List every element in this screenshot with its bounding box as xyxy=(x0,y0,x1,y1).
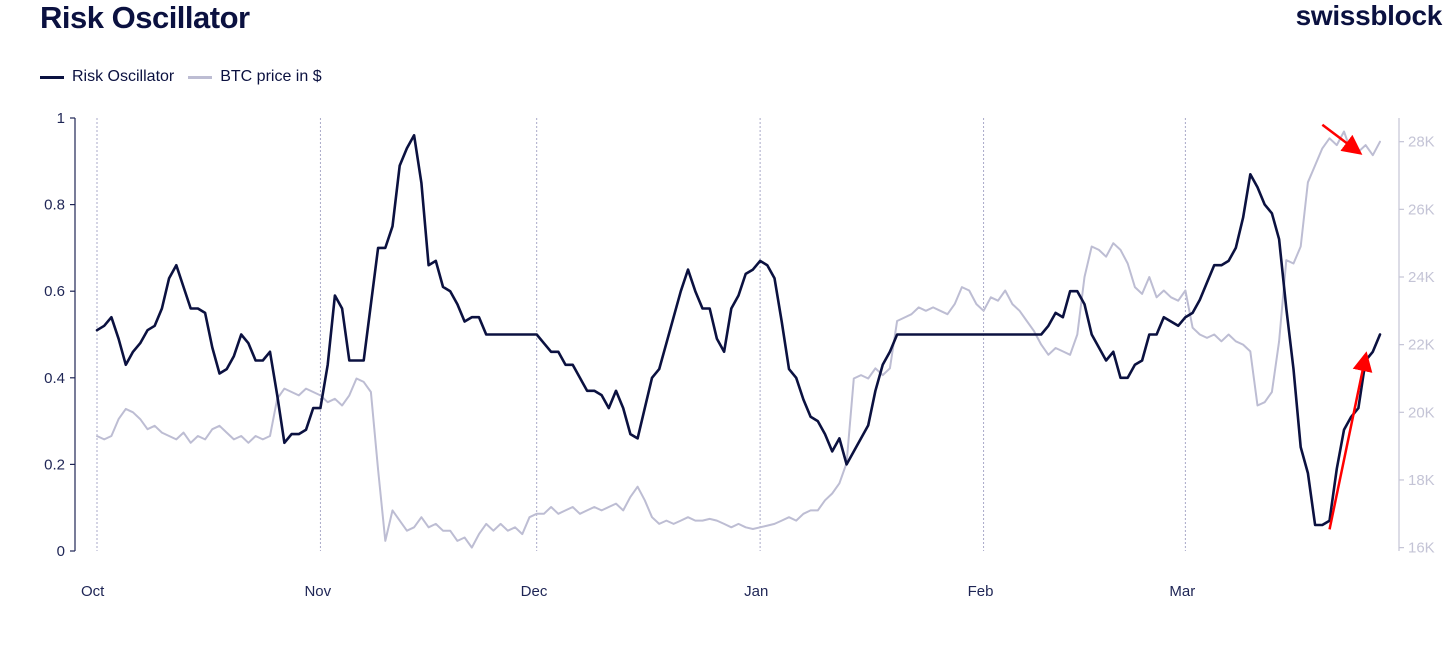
x-tick-label: Mar xyxy=(1169,583,1195,600)
legend-swatch-btc xyxy=(188,75,213,79)
left-tick-label: 0 xyxy=(57,543,65,560)
annotation-arrow-2 xyxy=(1328,351,1373,530)
left-tick-label: 0.8 xyxy=(44,197,65,214)
legend: Risk Oscillator BTC price in $ xyxy=(40,68,336,86)
right-tick-label: 16K xyxy=(1408,540,1435,557)
legend-swatch-oscillator xyxy=(40,75,64,79)
left-tick-label: 0.6 xyxy=(44,283,65,300)
x-tick-label: Feb xyxy=(968,583,994,600)
axes: Oct Nov Dec Jan Feb Mar 0 0.2 0.4 0.6 0.8 1 16K 18K 20… xyxy=(44,110,1435,600)
right-tick-label: 24K xyxy=(1408,269,1435,286)
brand-logo: swissblock xyxy=(1295,0,1443,31)
btc-series-layer xyxy=(96,130,1381,549)
left-tick-label: 0.2 xyxy=(44,456,65,473)
x-tick-label: Dec xyxy=(521,583,548,600)
right-tick-label: 22K xyxy=(1408,337,1435,354)
legend-item-oscillator: Risk Oscillator xyxy=(40,68,174,86)
right-tick-label: 18K xyxy=(1408,472,1435,489)
legend-item-btc: BTC price in $ xyxy=(188,68,322,86)
x-tick-label: Oct xyxy=(81,583,105,600)
oscillator-series-layer xyxy=(95,134,1382,527)
left-tick-label: 1 xyxy=(57,110,65,127)
right-tick-label: 28K xyxy=(1408,134,1435,151)
legend-label-oscillator: Risk Oscillator xyxy=(72,68,175,85)
left-tick-label: 0.4 xyxy=(44,370,65,387)
legend-label-btc: BTC price in $ xyxy=(220,68,322,85)
right-tick-label: 20K xyxy=(1408,404,1435,421)
right-tick-label: 26K xyxy=(1408,201,1435,218)
chart-title: Risk Oscillator xyxy=(40,0,250,35)
btc-price-line xyxy=(96,130,1381,549)
annotation-layer xyxy=(1321,123,1373,530)
annotation-arrow-1 xyxy=(1321,123,1363,155)
x-tick-label: Nov xyxy=(304,583,331,600)
x-tick-label: Jan xyxy=(744,583,768,600)
risk-oscillator-line xyxy=(95,134,1382,527)
